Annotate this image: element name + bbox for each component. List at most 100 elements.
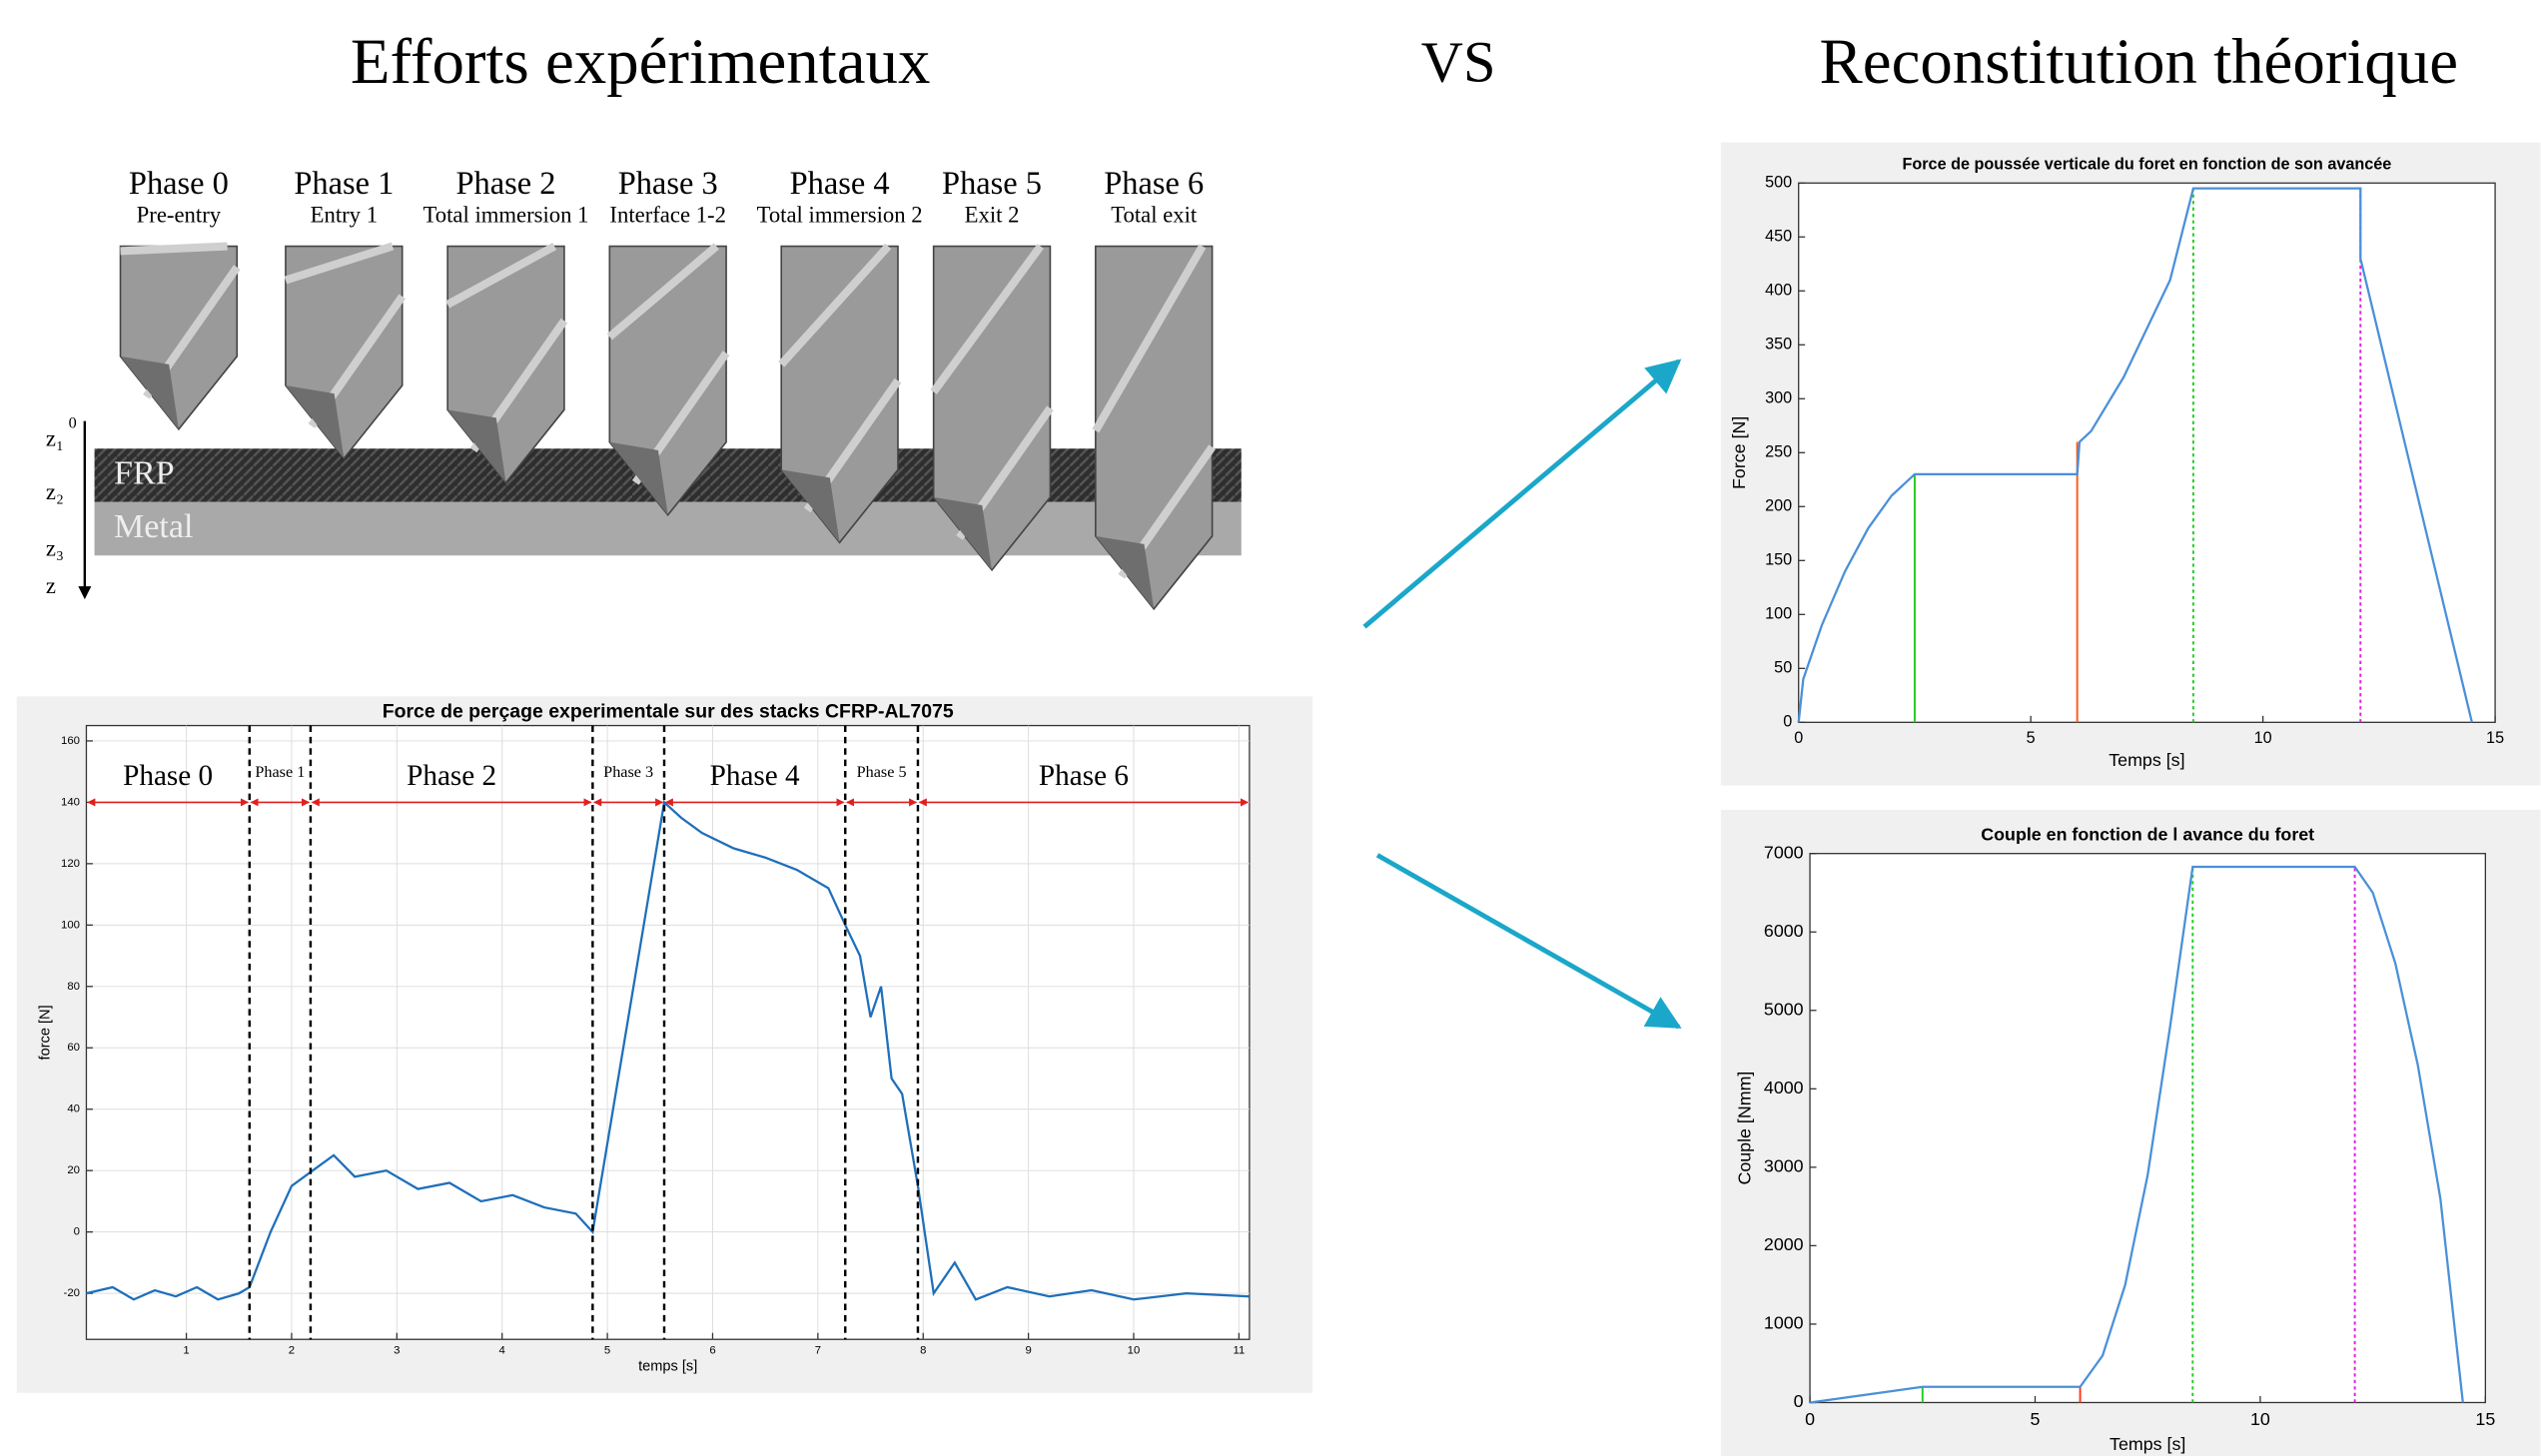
y-tick-label: 2000 bbox=[1764, 1234, 1804, 1254]
y-tick-label: 80 bbox=[67, 981, 80, 993]
arrow bbox=[1362, 359, 1682, 629]
drill-shade bbox=[447, 409, 506, 483]
phase-label: Phase 3 bbox=[603, 763, 653, 781]
chart-title: Couple en fonction de l avance du foret bbox=[1981, 825, 2314, 845]
y-tick-label: 100 bbox=[61, 919, 80, 931]
y-tick-label: 60 bbox=[67, 1042, 80, 1054]
x-tick-label: 0 bbox=[1794, 729, 1803, 747]
arrow bbox=[1375, 853, 1682, 1030]
y-tick-label: 0 bbox=[74, 1226, 80, 1238]
phase-name: Phase 3 bbox=[618, 166, 718, 202]
phase-name: Phase 4 bbox=[790, 166, 890, 202]
y-tick-label: -20 bbox=[64, 1287, 80, 1299]
phase-name: Phase 5 bbox=[942, 166, 1042, 202]
y-tick-label: 140 bbox=[61, 796, 80, 808]
x-axis-label: Temps [s] bbox=[2110, 1434, 2185, 1454]
y-tick-label: 200 bbox=[1765, 497, 1792, 515]
y-axis-label: Force [N] bbox=[1729, 416, 1749, 489]
phase-desc: Total immersion 1 bbox=[423, 203, 588, 228]
phase-label: Phase 5 bbox=[857, 763, 907, 781]
drill bbox=[932, 245, 1052, 572]
y-tick-label: 50 bbox=[1774, 659, 1792, 677]
chart-title: Force de perçage experimentale sur des s… bbox=[383, 701, 954, 723]
phase-label: Phase 6 bbox=[1039, 760, 1129, 792]
data-line bbox=[86, 800, 1250, 1301]
x-tick-label: 3 bbox=[394, 1345, 400, 1357]
depth-label: z₁ bbox=[46, 425, 64, 450]
y-tick-label: 7000 bbox=[1764, 842, 1804, 862]
left-title: Efforts expérimentaux bbox=[351, 26, 931, 98]
phase-label: Phase 0 bbox=[123, 760, 213, 792]
x-tick-label: 5 bbox=[2027, 729, 2036, 747]
layer-label: FRP bbox=[114, 455, 175, 492]
phase-label: Phase 1 bbox=[255, 763, 305, 781]
drill bbox=[780, 245, 899, 544]
drill-shade bbox=[120, 356, 179, 429]
y-tick-label: 160 bbox=[61, 735, 80, 747]
depth-arrow bbox=[78, 586, 92, 600]
drill bbox=[446, 245, 565, 484]
x-tick-label: 1 bbox=[183, 1345, 189, 1357]
depth-label: z bbox=[46, 573, 56, 598]
depth-label: z₂ bbox=[46, 479, 64, 504]
depth-label: z₃ bbox=[46, 536, 64, 561]
y-tick-label: 400 bbox=[1765, 282, 1792, 300]
y-tick-label: 300 bbox=[1765, 389, 1792, 407]
plot-area bbox=[85, 724, 1251, 1340]
data-line bbox=[1809, 865, 2464, 1404]
y-tick-label: 5000 bbox=[1764, 999, 1804, 1019]
x-tick-label: 10 bbox=[2254, 729, 2272, 747]
phase-desc: Pre-entry bbox=[137, 203, 222, 228]
y-tick-label: 4000 bbox=[1764, 1078, 1804, 1097]
x-tick-label: 6 bbox=[709, 1345, 715, 1357]
y-tick-label: 100 bbox=[1765, 605, 1792, 623]
drill-shade bbox=[285, 384, 345, 458]
phase-label: Phase 2 bbox=[407, 760, 496, 792]
x-tick-label: 10 bbox=[2250, 1409, 2270, 1429]
phase-desc: Total exit bbox=[1111, 203, 1198, 228]
y-tick-label: 350 bbox=[1765, 336, 1792, 354]
y-tick-label: 500 bbox=[1765, 174, 1792, 192]
x-tick-label: 7 bbox=[815, 1345, 821, 1357]
phase-label: Phase 4 bbox=[710, 760, 800, 792]
x-tick-label: 5 bbox=[604, 1345, 610, 1357]
y-tick-label: 6000 bbox=[1764, 921, 1804, 941]
x-tick-label: 8 bbox=[920, 1345, 926, 1357]
y-tick-label: 0 bbox=[1794, 1391, 1804, 1411]
y-axis-label: force [N] bbox=[37, 1005, 53, 1060]
y-tick-label: 1000 bbox=[1764, 1313, 1804, 1333]
drill bbox=[119, 245, 239, 431]
x-tick-label: 4 bbox=[499, 1345, 505, 1357]
x-tick-label: 11 bbox=[1233, 1345, 1245, 1357]
x-axis-label: temps [s] bbox=[638, 1358, 697, 1374]
layer-label: Metal bbox=[114, 508, 193, 545]
y-axis-label: Couple [Nmm] bbox=[1735, 1072, 1755, 1185]
phase-desc: Total immersion 2 bbox=[757, 203, 923, 228]
y-tick-label: 450 bbox=[1765, 228, 1792, 246]
y-tick-label: 20 bbox=[67, 1164, 80, 1176]
y-tick-label: 250 bbox=[1765, 443, 1792, 461]
phase-name: Phase 1 bbox=[294, 166, 394, 202]
plot-area bbox=[1809, 853, 2487, 1404]
y-tick-label: 150 bbox=[1765, 551, 1792, 569]
x-tick-label: 0 bbox=[1805, 1409, 1815, 1429]
x-tick-label: 15 bbox=[2475, 1409, 2495, 1429]
y-tick-label: 120 bbox=[61, 858, 80, 870]
phase-desc: Interface 1-2 bbox=[609, 203, 726, 228]
x-tick-label: 15 bbox=[2486, 729, 2504, 747]
drill bbox=[1095, 245, 1214, 611]
chart: Couple en fonction de l avance du foret T… bbox=[1720, 809, 2541, 1456]
phase-name: Phase 2 bbox=[456, 166, 556, 202]
plot-area bbox=[1798, 182, 2496, 723]
phase-name: Phase 0 bbox=[129, 166, 229, 202]
chart: Force de perçage experimentale sur des s… bbox=[16, 696, 1313, 1393]
x-axis-label: Temps [s] bbox=[2109, 750, 2184, 770]
data-line bbox=[1797, 187, 2473, 723]
chart-title: Force de poussée verticale du foret en f… bbox=[1902, 156, 2391, 174]
phase-name: Phase 6 bbox=[1104, 166, 1204, 202]
y-tick-label: 0 bbox=[1783, 713, 1792, 731]
phase-desc: Exit 2 bbox=[965, 203, 1020, 228]
